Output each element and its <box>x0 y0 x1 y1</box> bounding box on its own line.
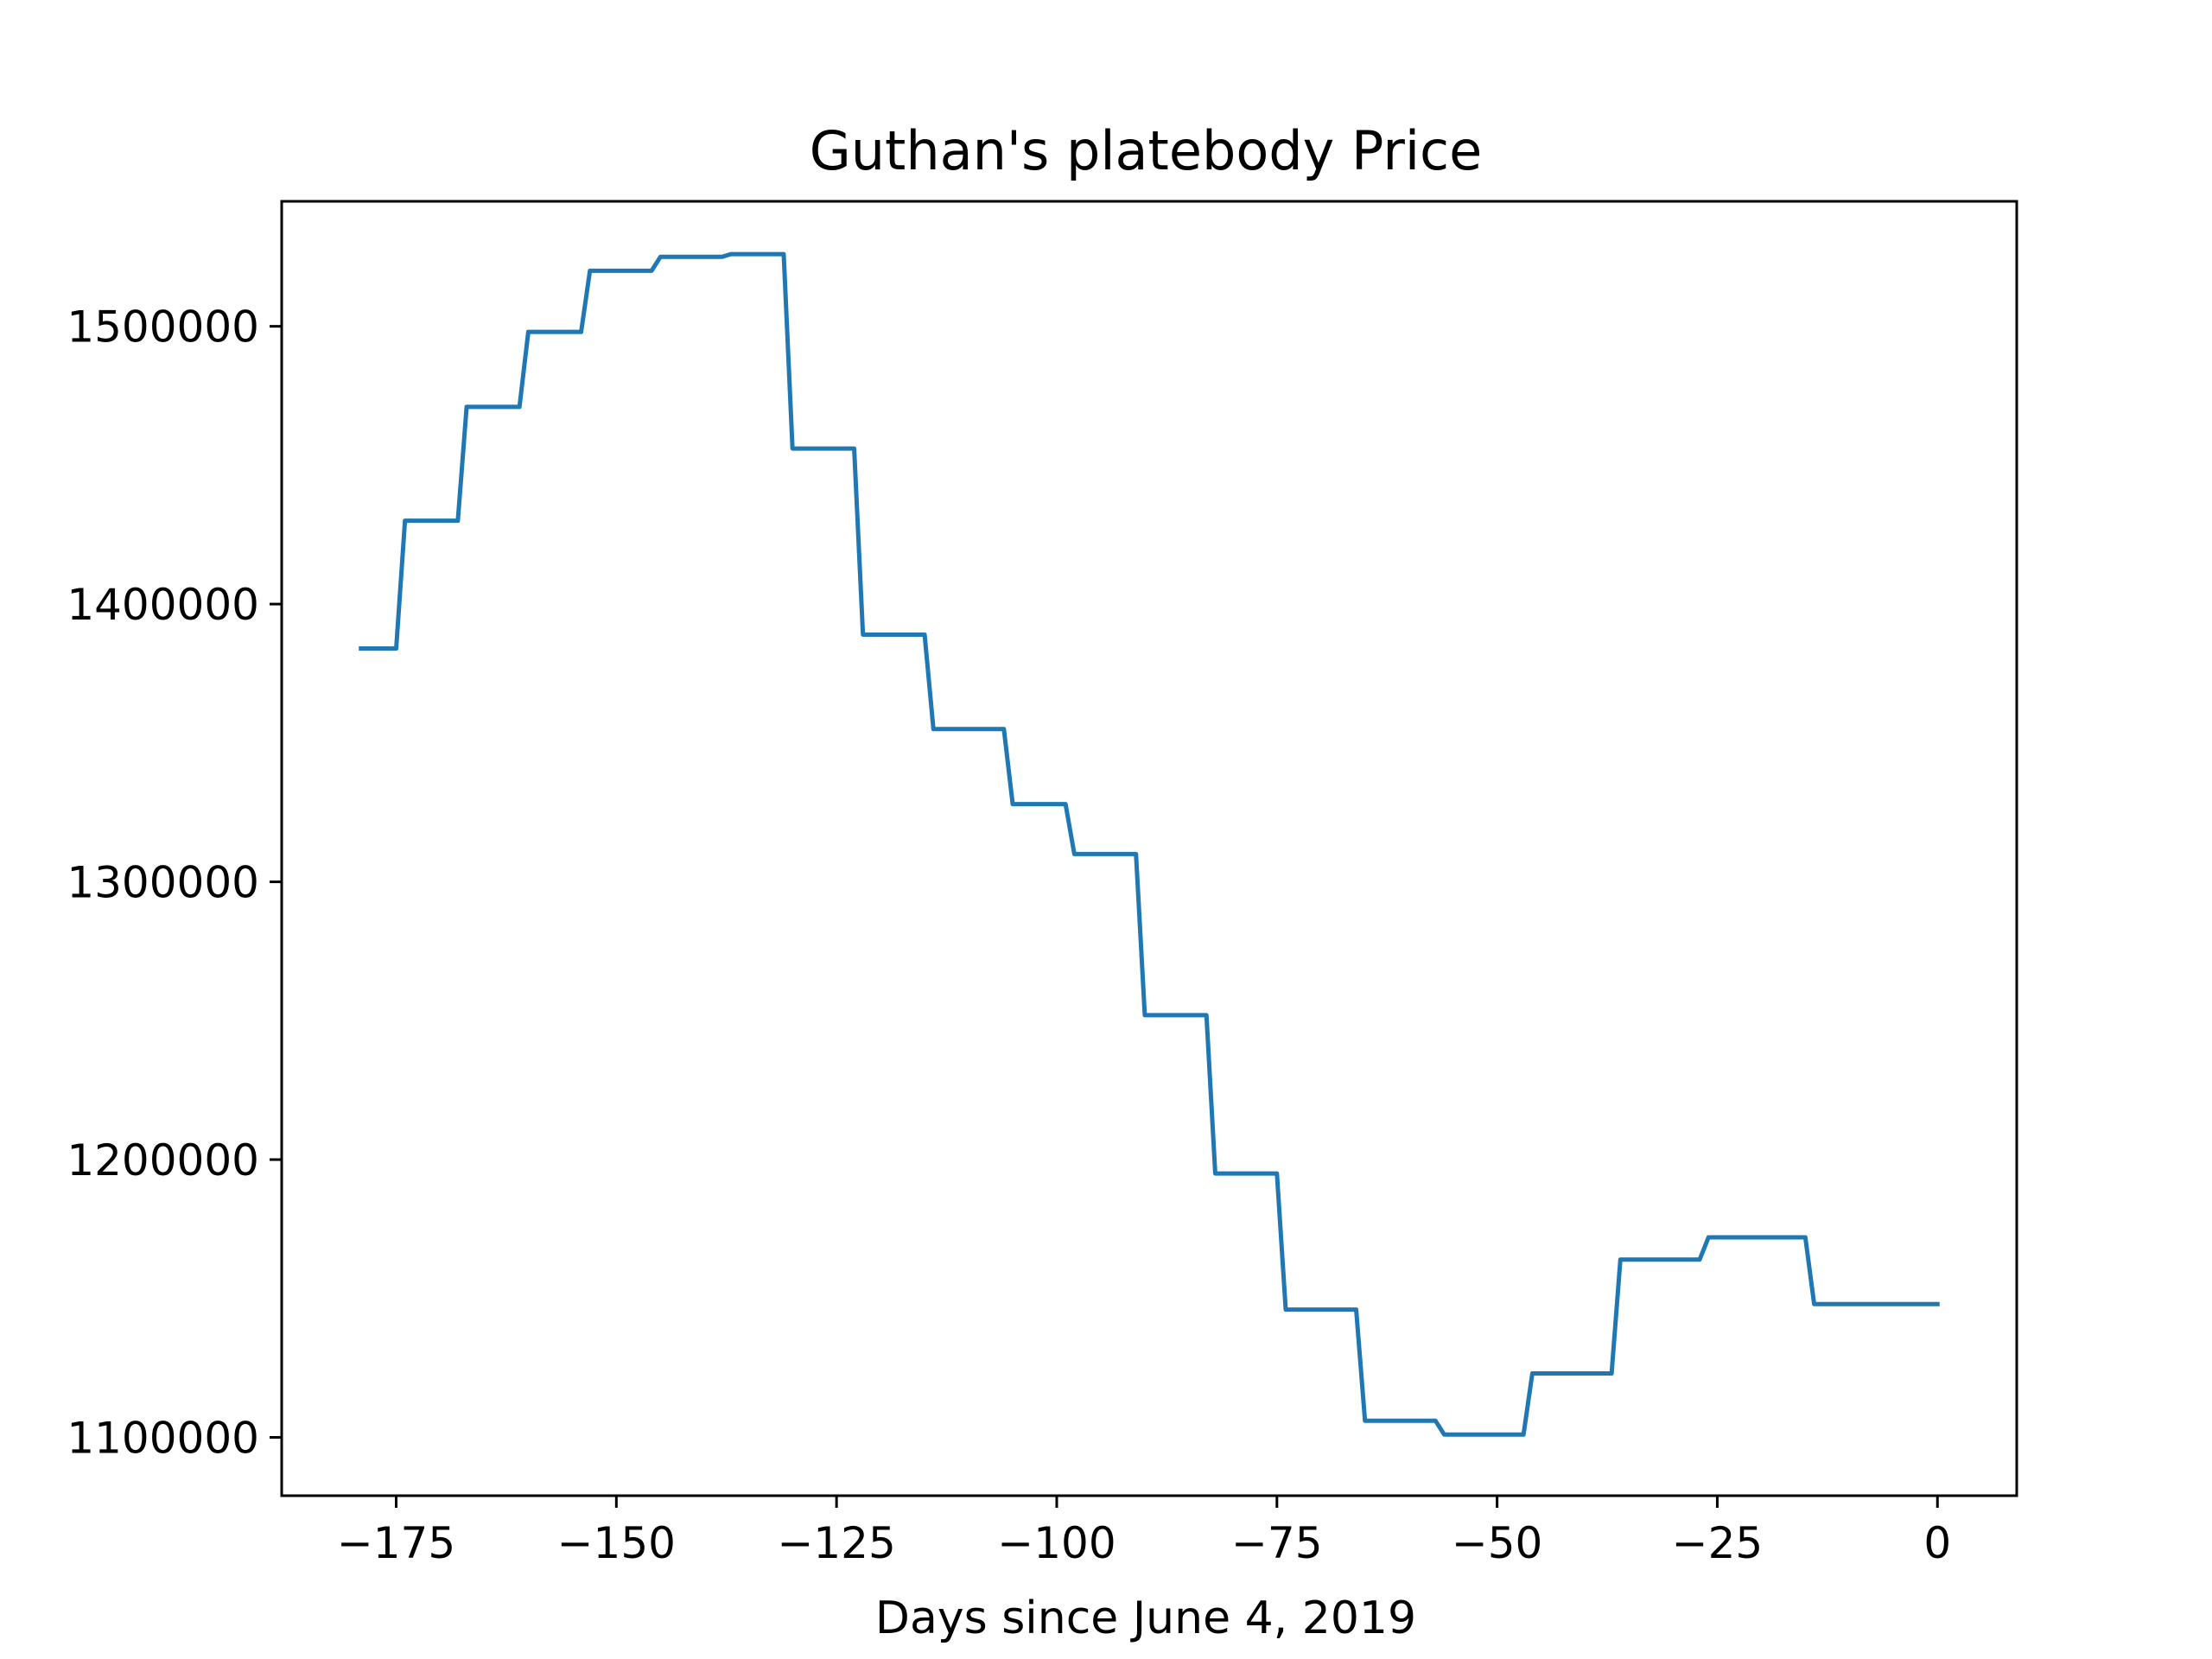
x-tick-label: −75 <box>1231 1518 1323 1568</box>
x-tick-label: −150 <box>557 1518 676 1568</box>
x-tick-label: −25 <box>1672 1518 1764 1568</box>
x-tick-label: −50 <box>1452 1518 1543 1568</box>
price-series-line <box>359 251 1940 1437</box>
x-tick-label: 0 <box>1923 1518 1951 1568</box>
chart-title: Guthan's platebody Price <box>810 119 1483 182</box>
x-tick-label: −175 <box>337 1518 455 1568</box>
plot-frame <box>280 200 2018 1497</box>
x-tick-label: −125 <box>777 1518 895 1568</box>
x-tick-label: −100 <box>997 1518 1116 1568</box>
y-tick-label: 1100000 <box>67 1413 259 1463</box>
y-tick-label: 1400000 <box>67 580 259 630</box>
x-axis-label: Days since June 4, 2019 <box>875 1592 1416 1644</box>
y-axis: 1100000 1200000 1300000 1400000 1500000 <box>67 302 282 1463</box>
plot-area <box>280 200 2018 1497</box>
y-tick-label: 1300000 <box>67 858 259 908</box>
x-axis: −175 −150 −125 −100 −75 −50 −25 0 <box>337 1496 1951 1568</box>
y-tick-label: 1200000 <box>67 1135 259 1185</box>
y-tick-label: 1500000 <box>67 302 259 353</box>
